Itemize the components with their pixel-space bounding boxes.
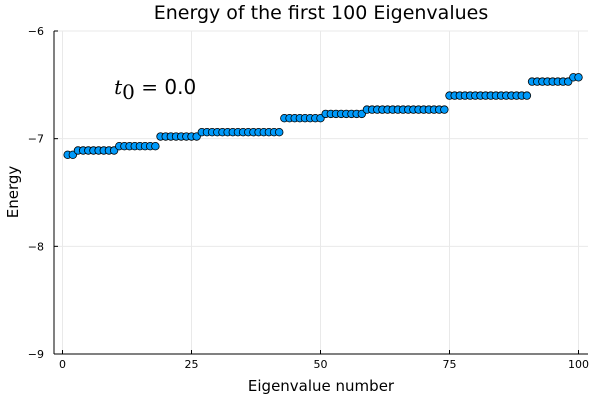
x-tick-label: 50 — [314, 358, 328, 371]
y-axis-label: Energy — [4, 166, 22, 219]
chart-title: Energy of the first 100 Eigenvalues — [154, 2, 488, 24]
y-tick-label: −7 — [28, 133, 44, 146]
x-tick-label: 0 — [59, 358, 66, 371]
x-ticks: 0 25 50 75 100 — [59, 350, 589, 371]
x-tick-label: 100 — [568, 358, 589, 371]
data-points — [63, 73, 583, 160]
annotation-t0: t0 = 0.0 — [114, 75, 196, 104]
y-tick-label: −6 — [28, 25, 44, 38]
data-point — [151, 142, 160, 151]
y-tick-label: −8 — [28, 240, 44, 253]
x-tick-label: 75 — [443, 358, 457, 371]
data-point — [275, 128, 284, 137]
y-ticks: −9 −8 −7 −6 — [28, 25, 58, 361]
data-point — [440, 105, 449, 114]
data-point — [522, 91, 532, 100]
x-axis-label: Eigenvalue number — [248, 377, 395, 395]
x-tick-label: 25 — [185, 358, 199, 371]
y-tick-label: −9 — [28, 348, 44, 361]
data-point — [574, 73, 583, 82]
